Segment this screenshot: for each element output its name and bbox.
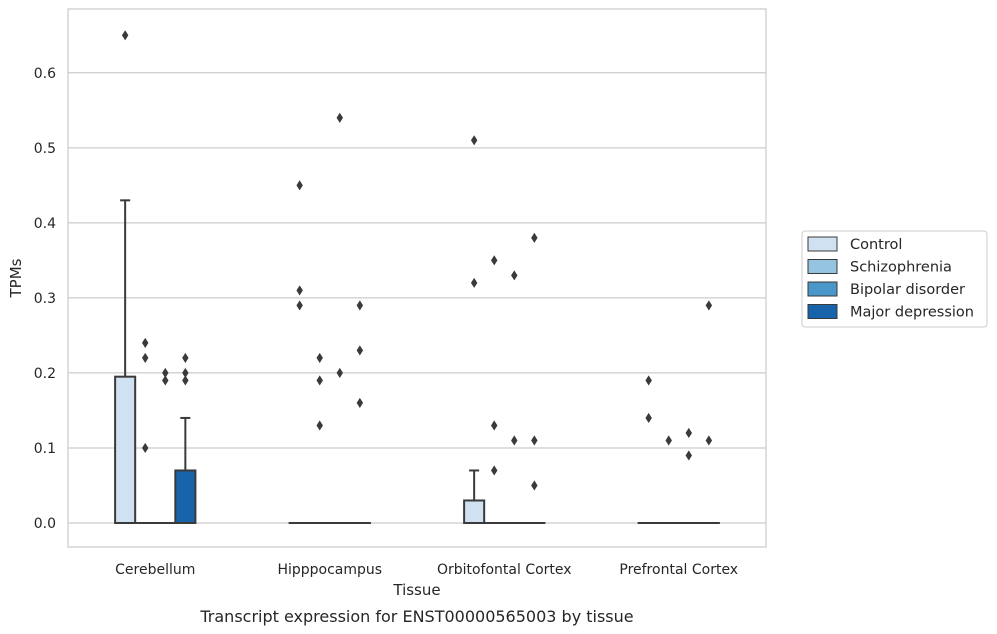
box-3-1 xyxy=(348,300,371,524)
box-3-2 xyxy=(523,232,546,524)
legend-swatch xyxy=(807,281,838,297)
series-3 xyxy=(174,232,720,524)
legend-label: Bipolar disorder xyxy=(850,282,965,298)
legend-label: Schizophrenia xyxy=(850,260,952,276)
legend-frame xyxy=(801,230,988,328)
series-1 xyxy=(134,255,680,524)
outlier-point xyxy=(141,352,149,363)
legend-label: Control xyxy=(850,237,902,253)
outlier-point xyxy=(645,412,652,424)
box-2-1 xyxy=(328,112,351,524)
x-axis-ticks: Cerebellum Hipppocampus Orbitofontal Corte… xyxy=(115,562,738,578)
box-0-1 xyxy=(288,180,311,524)
outlier-point xyxy=(531,232,538,243)
outlier-point xyxy=(490,465,498,476)
box-0-3 xyxy=(637,375,660,524)
outlier-point xyxy=(356,397,364,408)
box-1-1 xyxy=(308,352,331,524)
box-0-2 xyxy=(463,135,486,524)
box-rect xyxy=(114,375,137,524)
outlier-point xyxy=(141,337,149,348)
outlier-point xyxy=(121,30,129,41)
outlier-point xyxy=(531,480,538,491)
legend-swatch xyxy=(807,304,838,319)
y-axis-ticks: 0.0 0.1 0.2 0.3 0.4 0.5 0.6 xyxy=(34,66,56,532)
box-2-3 xyxy=(677,427,700,524)
outlier-point xyxy=(162,367,169,378)
box-3-3 xyxy=(697,300,720,524)
outlier-point xyxy=(182,352,189,363)
gridlines xyxy=(68,72,766,524)
box-2-2 xyxy=(503,270,526,524)
outlier-point xyxy=(685,450,693,461)
outlier-point xyxy=(316,352,323,363)
outlier-point xyxy=(296,285,303,296)
outlier-point xyxy=(182,367,189,378)
box-1-0 xyxy=(134,337,157,524)
box-rect xyxy=(174,469,197,524)
y-tick-label: 0.1 xyxy=(34,441,56,457)
outlier-point xyxy=(316,375,323,386)
outlier-point xyxy=(182,375,189,386)
box-0-0 xyxy=(114,30,137,524)
y-tick-label: 0.5 xyxy=(34,141,56,157)
outlier-point xyxy=(645,375,652,386)
outlier-point xyxy=(141,442,149,454)
outlier-point xyxy=(531,435,538,446)
outlier-point xyxy=(162,375,169,386)
outlier-point xyxy=(336,367,344,378)
figure-caption: Transcript expression for ENST0000056500… xyxy=(199,607,633,626)
y-tick-label: 0.3 xyxy=(34,291,56,307)
legend-swatch xyxy=(807,259,838,274)
outlier-point xyxy=(665,435,672,446)
outlier-point xyxy=(316,420,323,431)
y-tick-label: 0.2 xyxy=(34,366,56,382)
y-tick-label: 0.0 xyxy=(34,516,56,532)
legend: Control Schizophrenia Bipolar disorder Majo… xyxy=(801,230,988,328)
box-rect xyxy=(463,499,486,524)
y-tick-label: 0.6 xyxy=(34,66,56,82)
box-2-0 xyxy=(154,367,177,524)
outlier-point xyxy=(296,180,303,191)
x-axis-label: Tissue xyxy=(392,581,440,599)
x-tick-label: Hipppocampus xyxy=(277,562,382,578)
box-3-0 xyxy=(174,352,197,524)
box-1-2 xyxy=(483,255,506,524)
y-tick-label: 0.4 xyxy=(34,216,56,232)
outlier-point xyxy=(470,277,478,288)
box-series xyxy=(114,30,720,524)
outlier-point xyxy=(511,270,518,281)
outlier-point xyxy=(685,427,693,439)
outlier-point xyxy=(705,300,713,311)
plot-area-frame xyxy=(67,8,767,548)
outlier-point xyxy=(336,112,344,123)
x-tick-label: Prefrontal Cortex xyxy=(619,562,738,578)
legend-label: Major depression xyxy=(850,305,974,321)
x-tick-label: Orbitofontal Cortex xyxy=(437,562,572,578)
legend-swatch xyxy=(807,236,838,252)
outlier-point xyxy=(356,300,364,311)
outlier-point xyxy=(296,300,303,311)
outlier-point xyxy=(490,255,498,266)
outlier-point xyxy=(356,345,364,356)
y-axis-label: TPMs xyxy=(7,258,25,298)
outlier-point xyxy=(705,435,713,446)
series-2 xyxy=(154,112,700,524)
x-tick-label: Cerebellum xyxy=(115,562,195,578)
series-0 xyxy=(114,30,660,524)
outlier-point xyxy=(470,135,478,146)
outlier-point xyxy=(511,435,518,446)
outlier-point xyxy=(490,420,498,431)
